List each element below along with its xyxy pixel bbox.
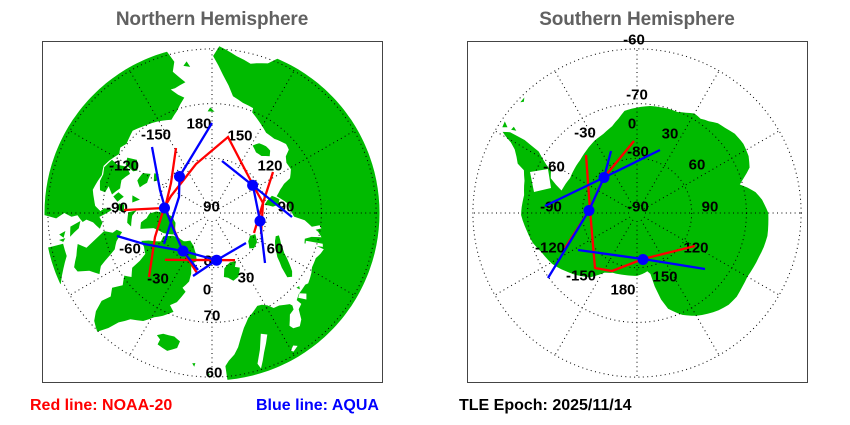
svg-text:-90: -90 [627, 199, 649, 216]
svg-text:-30: -30 [147, 271, 169, 288]
svg-text:90: 90 [278, 199, 295, 216]
svg-text:-150: -150 [566, 268, 596, 285]
svg-text:180: 180 [610, 282, 635, 299]
svg-text:120: 120 [683, 240, 708, 257]
svg-text:90: 90 [702, 199, 719, 216]
svg-text:-70: -70 [626, 87, 648, 104]
svg-text:Red line: NOAA-20: Red line: NOAA-20 [30, 397, 172, 414]
svg-text:0: 0 [628, 116, 636, 133]
svg-text:150: 150 [227, 128, 252, 145]
svg-text:-90: -90 [106, 200, 128, 217]
svg-text:150: 150 [652, 269, 677, 286]
svg-text:-150: -150 [141, 127, 171, 144]
svg-text:TLE Epoch: 2025/11/14: TLE Epoch: 2025/11/14 [459, 397, 632, 414]
svg-text:30: 30 [662, 126, 679, 143]
svg-text:0: 0 [203, 282, 211, 299]
svg-text:Southern Hemisphere: Southern Hemisphere [539, 9, 735, 30]
svg-text:-120: -120 [535, 240, 565, 257]
svg-text:-60: -60 [119, 241, 141, 258]
svg-text:Northern Hemisphere: Northern Hemisphere [116, 9, 308, 30]
svg-text:-30: -30 [574, 125, 596, 142]
svg-text:-80: -80 [627, 144, 649, 161]
svg-text:60: 60 [267, 241, 284, 258]
svg-text:60: 60 [689, 157, 706, 174]
svg-text:-60: -60 [543, 159, 565, 176]
svg-text:30: 30 [238, 270, 255, 287]
svg-text:70: 70 [204, 308, 221, 325]
svg-text:-60: -60 [623, 32, 645, 49]
svg-text:90: 90 [203, 199, 220, 216]
svg-text:-90: -90 [540, 199, 562, 216]
svg-text:120: 120 [257, 158, 282, 175]
svg-text:-120: -120 [109, 158, 139, 175]
svg-text:60: 60 [206, 365, 223, 382]
svg-text:Blue line: AQUA: Blue line: AQUA [256, 397, 379, 414]
svg-text:180: 180 [186, 116, 211, 133]
